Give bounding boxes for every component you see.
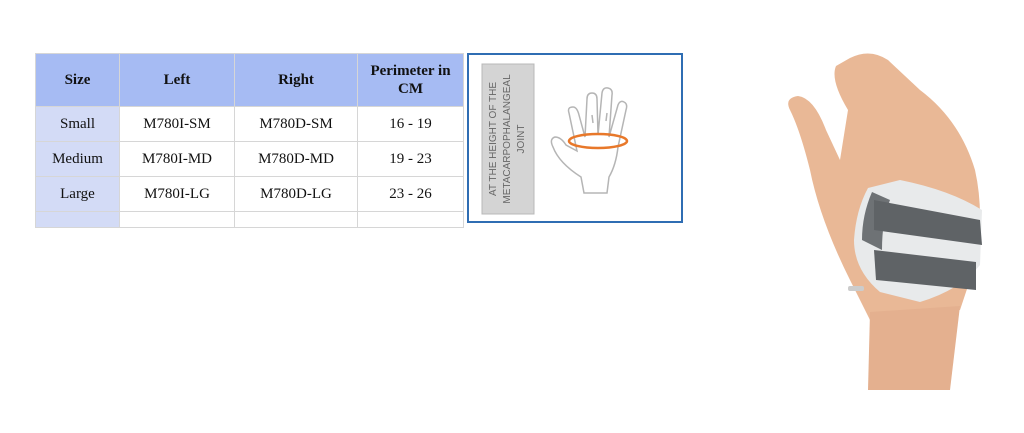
cell [357,211,464,228]
label-box [481,63,535,215]
cell: Small [35,106,120,142]
header-row: Size Left Right Perimeter in CM [35,53,464,107]
measure-figure: AT THE HEIGHT OF THE METACARPOPHALANGEAL… [481,63,629,215]
label-line: AT THE HEIGHT OF THE [488,82,499,196]
cell: 16 - 19 [357,106,464,142]
row: Medium M780I-MD M780D-MD 19 - 23 [35,141,464,177]
hand-outline [550,87,628,194]
cell: 23 - 26 [357,176,464,212]
cell: M780I-MD [119,141,235,177]
wrist [868,306,960,390]
cell: Large [35,176,120,212]
cell: M780D-SM [234,106,358,142]
header-cell: Right [234,53,358,107]
cell: 19 - 23 [357,141,464,177]
header-cell: Perimeter in CM [357,53,464,107]
cell: M780I-LG [119,176,235,212]
label-line: JOINT [516,125,527,154]
cell: Medium [35,141,120,177]
row: Large M780I-LG M780D-LG 23 - 26 [35,176,464,212]
strap [874,200,982,245]
label-group: AT THE HEIGHT OF THE METACARPOPHALANGEAL… [488,74,527,204]
label-line: METACARPOPHALANGEAL [502,74,513,204]
strap [874,250,976,290]
header-cell: Left [119,53,235,107]
cell [234,211,358,228]
row: Small M780I-SM M780D-SM 16 - 19 [35,106,464,142]
measure-box: AT THE HEIGHT OF THE METACARPOPHALANGEAL… [467,53,683,223]
cell: M780D-MD [234,141,358,177]
cell: M780D-LG [234,176,358,212]
cell: M780I-SM [119,106,235,142]
product-photo [788,53,982,390]
cell [119,211,235,228]
header-cell: Size [35,53,120,107]
measure-ring [567,132,629,150]
size-table: Size Left Right Perimeter in CM Small M7… [35,53,464,228]
empty-row [35,211,464,228]
brace-button [848,286,864,291]
cell [35,211,120,228]
